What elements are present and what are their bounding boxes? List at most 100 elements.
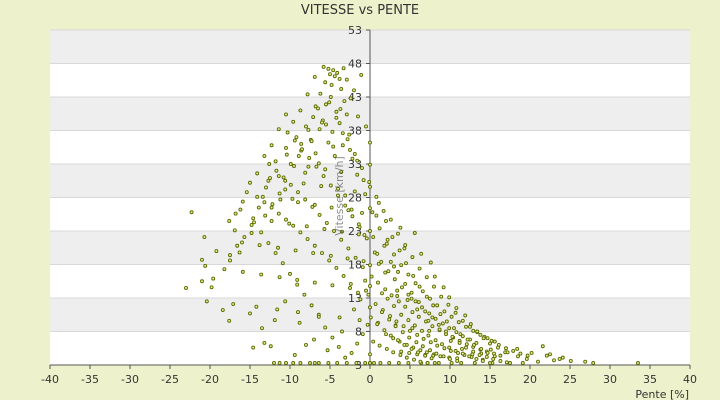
data-point [345,256,350,261]
data-point [391,350,396,355]
data-point [353,255,358,260]
data-point [410,310,415,315]
data-point [478,332,483,337]
data-point [323,167,328,172]
data-point [427,311,432,316]
data-point [350,214,355,219]
data-point [362,233,367,237]
data-point [408,328,412,333]
data-point [477,353,482,357]
data-point [384,332,388,337]
data-point [405,298,410,302]
data-point [359,72,364,77]
data-point [384,241,389,246]
data-point [392,277,397,282]
data-point [426,318,431,323]
data-point [504,346,508,351]
data-point [406,361,411,365]
data-point [318,91,323,96]
data-point [387,317,392,322]
data-point [354,361,359,365]
data-point [325,348,330,353]
data-point [376,261,381,266]
data-point [284,361,288,365]
data-point [375,322,380,327]
data-point [435,343,440,348]
data-point [368,315,373,320]
data-point [337,121,342,126]
data-point [387,361,392,365]
data-point [310,204,315,209]
data-point [331,144,336,149]
data-point [360,265,365,270]
data-point [277,361,282,365]
data-point [518,351,523,356]
data-point [231,302,236,306]
x-tick-label: 35 [643,373,657,386]
y-axis-label: Vitesse [km/h] [333,156,346,236]
data-point [403,281,408,286]
data-point [430,315,435,320]
data-point [432,284,436,289]
data-point [395,294,400,298]
data-point [440,342,444,347]
data-point [272,361,276,365]
data-point [360,332,365,337]
data-point [352,189,357,194]
data-point [583,359,588,364]
data-point [388,217,393,222]
data-point [296,190,300,195]
data-point [364,236,369,241]
data-point [284,217,288,222]
data-point [203,263,208,268]
data-point [227,318,232,323]
data-point [441,285,446,290]
data-point [283,178,288,183]
data-point [273,251,278,256]
data-point [398,353,403,357]
data-point [334,265,339,270]
data-point [259,272,264,277]
data-point [374,194,379,199]
data-point [455,359,460,363]
data-point [508,361,512,365]
data-point [348,286,352,290]
data-point [428,348,432,353]
data-point [327,258,332,263]
x-tick-label: 30 [603,373,617,386]
data-point [313,104,318,109]
data-point [420,328,424,333]
data-point [393,324,398,329]
data-point [388,314,392,319]
data-point [184,286,188,290]
data-point [484,355,489,359]
data-point [312,74,317,79]
data-point [309,139,314,144]
data-point [397,248,402,253]
data-point [248,311,252,316]
data-point [453,348,458,353]
data-point [339,237,344,242]
data-point [200,279,204,284]
data-point [305,92,310,97]
data-point [402,246,407,251]
data-point [366,292,371,297]
data-point [396,231,400,236]
data-point [342,99,347,103]
data-point [414,340,419,345]
data-point [307,156,312,160]
x-tick-label: -5 [325,373,336,386]
data-point [202,235,207,239]
data-point [524,357,529,361]
data-point [343,193,348,198]
data-point [301,181,306,186]
x-tick-label: -20 [201,373,219,386]
data-point [406,272,411,277]
data-point [316,161,321,166]
data-point [492,339,497,344]
data-point [421,336,426,341]
y-tick-label: 43 [348,91,362,104]
data-point [331,68,336,73]
data-point [283,299,288,304]
